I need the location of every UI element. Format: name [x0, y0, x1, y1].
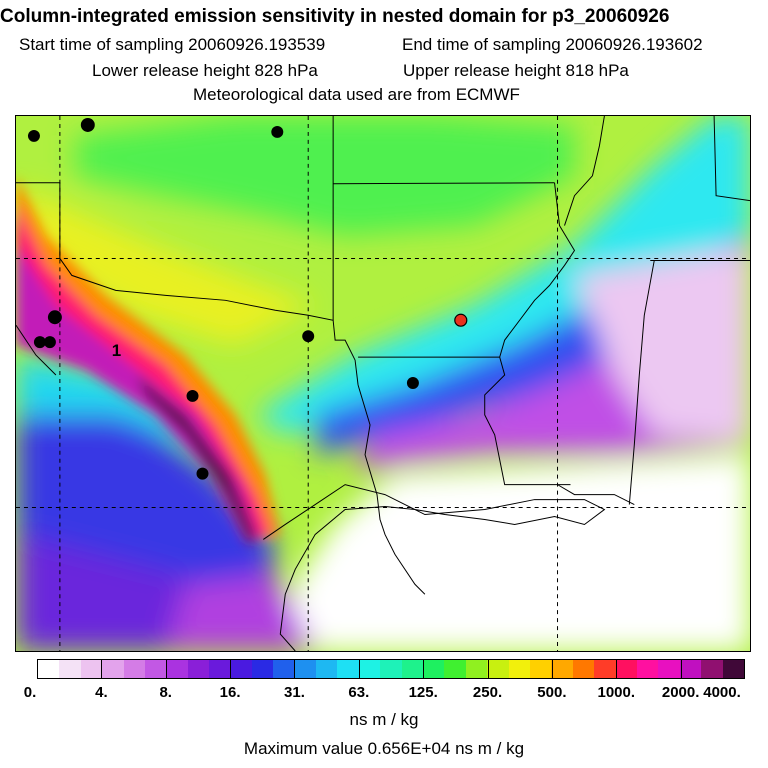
colorbar-tick-label: 16. [219, 684, 241, 701]
upper-height-label: Upper release height 818 hPa [403, 61, 629, 80]
colorbar-tick-line [294, 660, 296, 678]
colorbar-cell-28 [636, 660, 659, 678]
marker-2 [80, 117, 95, 132]
colorbar-tick-label: 31. [284, 684, 305, 701]
colorbar-cell-11 [273, 660, 295, 678]
marker-6 [43, 336, 56, 349]
colorbar-cell-27 [615, 660, 637, 678]
colorbar-tick-line [230, 660, 232, 678]
colorbar-cell-18 [423, 660, 445, 678]
colorbar-cell-4 [123, 660, 145, 678]
colorbar-cell-23 [529, 660, 552, 678]
colorbar-cell-13 [316, 660, 338, 678]
colorbar-cell-31 [701, 660, 723, 678]
colorbar-tick-label: 125. [408, 684, 438, 701]
marker-5 [33, 336, 46, 349]
colorbar-tick-label: 0. [23, 684, 37, 701]
marker-10 [406, 377, 419, 389]
colorbar-tick-line [616, 660, 618, 678]
sensitivity-map: 1 [15, 115, 751, 652]
colorbar-cell-20 [465, 660, 488, 678]
start-time-label: Start time of sampling 20060926.193539 [19, 35, 326, 54]
colorbar-cell-21 [487, 660, 509, 678]
colorbar-cell-22 [508, 660, 530, 678]
colorbar-cell-26 [594, 660, 616, 678]
colorbar-tick-line [551, 660, 553, 678]
colorbar-cell-8 [209, 660, 231, 678]
colorbar-cell-6 [166, 660, 188, 678]
colorbar-tick-line [358, 660, 360, 678]
colorbar-cell-17 [401, 660, 424, 678]
colorbar-cell-25 [572, 660, 595, 678]
colorbar-cell-32 [722, 660, 744, 678]
colorbar-tick-label: 4000. [703, 684, 741, 701]
number-label: 1 [112, 341, 121, 360]
colorbar-tick-label: 2000. [661, 684, 700, 701]
colorbar-tick-label: 4. [95, 684, 108, 701]
colorbar-cell-12 [294, 660, 317, 678]
colorbar [37, 659, 745, 679]
colorbar-cell-9 [230, 660, 252, 678]
end-time-label: End time of sampling 20060926.193602 [402, 35, 703, 54]
colorbar-tick-label: 8. [159, 684, 172, 701]
lower-height-label: Lower release height 828 hPa [92, 61, 318, 80]
marker-8 [186, 389, 199, 402]
colorbar-cell-3 [102, 660, 124, 678]
colorbar-cell-16 [380, 660, 402, 678]
max-value-label: Maximum value 0.656E+04 ns m / kg [243, 739, 525, 758]
units-label: ns m / kg [349, 710, 419, 729]
colorbar-cell-7 [187, 660, 210, 678]
marker-7 [302, 330, 315, 343]
colorbar-cell-15 [358, 660, 381, 678]
colorbar-cell-10 [251, 660, 274, 678]
colorbar-cell-0 [38, 660, 60, 678]
colorbar-cell-24 [551, 660, 573, 678]
colorbar-cell-5 [144, 660, 167, 678]
colorbar-cell-30 [679, 660, 702, 678]
figure-title: Column-integrated emission sensitivity i… [0, 6, 670, 27]
colorbar-tick-line [165, 660, 167, 678]
marker-9 [196, 467, 209, 480]
colorbar-tick-label: 250. [472, 684, 503, 701]
colorbar-tick-label: 500. [537, 684, 567, 701]
colorbar-cell-1 [59, 660, 81, 678]
colorbar-tick-line [423, 660, 425, 678]
colorbar-cell-14 [337, 660, 359, 678]
marker-1 [27, 129, 40, 142]
colorbar-tick-label: 63. [348, 684, 370, 701]
met-data-label: Meteorological data used are from ECMWF [193, 85, 520, 104]
colorbar-tick-line [680, 660, 682, 678]
map-markers [27, 117, 468, 480]
colorbar-cell-2 [80, 660, 103, 678]
marker-4 [47, 310, 62, 325]
colorbar-tick-line [487, 660, 489, 678]
colorbar-cell-19 [444, 660, 466, 678]
colorbar-tick-line [101, 660, 103, 678]
marker-3 [271, 125, 284, 138]
highlight-marker [454, 313, 468, 327]
colorbar-cell-29 [658, 660, 680, 678]
colorbar-tick-label: 1000. [597, 684, 636, 701]
